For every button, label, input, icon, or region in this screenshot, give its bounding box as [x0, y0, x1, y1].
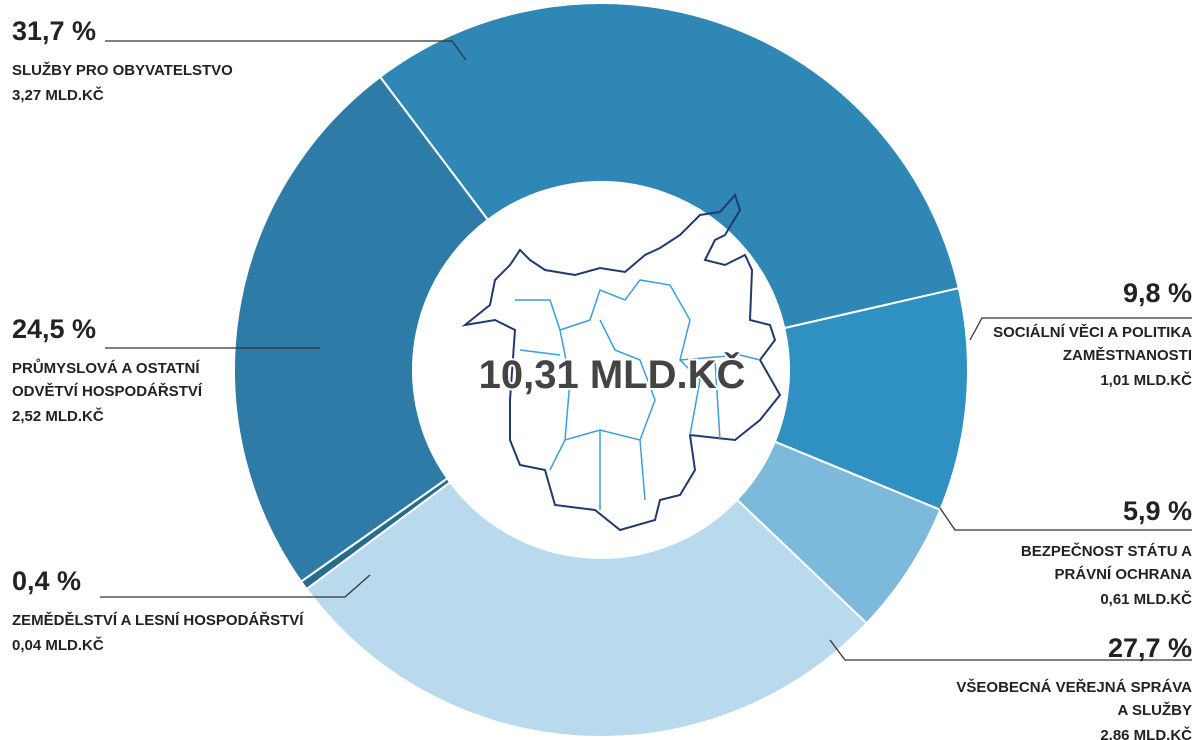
category-label: PRŮMYSLOVÁ A OSTATNÍ ODVĚTVÍ HOSPODÁŘSTVÍ	[12, 358, 203, 400]
percent-label: 27,7 %	[1108, 633, 1192, 663]
category-line: SOCIÁLNÍ VĚCI A POLITIKA	[993, 323, 1192, 341]
percent-label: 0,4 %	[12, 566, 81, 596]
category-label: SOCIÁLNÍ VĚCI A POLITIKA ZAMĚSTNANOSTI	[993, 323, 1192, 364]
donut	[233, 2, 969, 738]
amount-label: 2,86 MLD.KČ	[1100, 726, 1192, 740]
leader-line	[100, 574, 371, 598]
amount-label: 2,52 MLD.KČ	[12, 407, 104, 425]
leader-line	[105, 40, 467, 61]
category-line: ODVĚTVÍ HOSPODÁŘSTVÍ	[12, 382, 203, 400]
category-line: ZAMĚSTNANOSTI	[1063, 346, 1192, 364]
category-line: PRÁVNÍ OCHRANA	[1054, 566, 1192, 583]
amount-label: 3,27 MLD.KČ	[12, 86, 104, 104]
segment	[305, 480, 869, 738]
map	[461, 193, 782, 532]
category-label: SLUŽBY PRO OBYVATELSTVO	[12, 61, 233, 79]
center-label: 10,31 MLD.KČ	[479, 351, 746, 397]
percent-label: 5,9 %	[1123, 496, 1192, 526]
category-label: VŠEOBECNÁ VEŘEJNÁ SPRÁVA A SLUŽBY	[956, 678, 1192, 719]
category-line: PRŮMYSLOVÁ A OSTATNÍ	[12, 358, 200, 377]
category-line: ZEMĚDĚLSTVÍ A LESNÍ HOSPODÁŘSTVÍ	[12, 611, 304, 629]
amount-label: 0,61 MLD.KČ	[1100, 590, 1192, 608]
amount-label: 0,04 MLD.KČ	[12, 636, 104, 654]
percent-label: 24,5 %	[12, 314, 96, 344]
category-label: ZEMĚDĚLSTVÍ A LESNÍ HOSPODÁŘSTVÍ	[12, 611, 304, 629]
leader-line	[969, 317, 1192, 341]
leader-line	[829, 639, 1192, 661]
category-label: BEZPEČNOST STÁTU A PRÁVNÍ OCHRANA	[1021, 542, 1192, 583]
percent-label: 9,8 %	[1123, 278, 1192, 308]
segment	[378, 2, 960, 330]
category-line: SLUŽBY PRO OBYVATELSTVO	[12, 61, 233, 79]
leader-line	[939, 507, 1192, 531]
percent-label: 31,7 %	[12, 16, 96, 46]
category-line: A SLUŽBY	[1118, 701, 1192, 719]
category-line: BEZPEČNOST STÁTU A	[1021, 542, 1192, 560]
category-line: VŠEOBECNÁ VEŘEJNÁ SPRÁVA	[956, 678, 1192, 696]
amount-label: 1,01 MLD.KČ	[1100, 371, 1192, 389]
segment	[233, 75, 490, 583]
